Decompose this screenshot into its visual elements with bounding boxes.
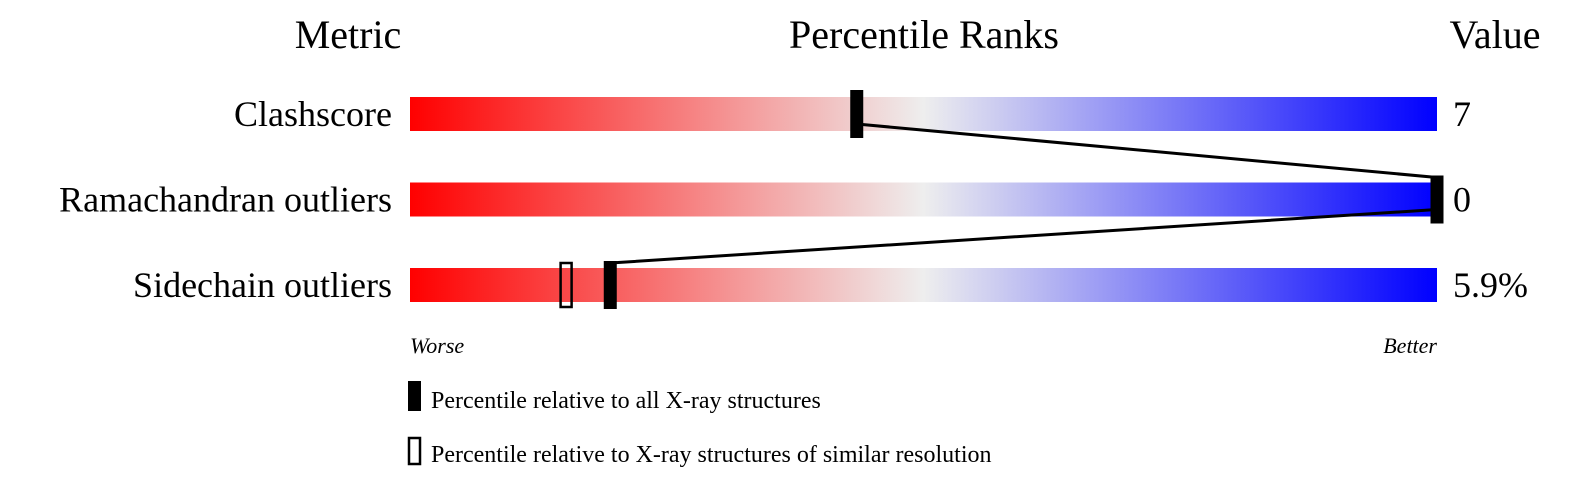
marker-similar-sidechain-outliers [559, 261, 573, 309]
marker-all-clashscore [850, 90, 864, 138]
legend-label-similar: Percentile relative to X-ray structures … [431, 442, 991, 468]
metric-label-clashscore: Clashscore [234, 94, 392, 134]
axis-worse-label: Worse [410, 333, 464, 358]
legend-swatch-similar [407, 436, 422, 466]
header-metric: Metric [295, 12, 402, 57]
marker-all-sidechain-outliers [603, 261, 617, 309]
percentile-bar-clashscore [410, 97, 1437, 131]
percentile-bar-sidechain-outliers [410, 268, 1437, 302]
metric-rows: Clashscore 7 Ramachandran outliers 0 Sidecha… [59, 94, 1528, 305]
percentile-markers [559, 90, 1444, 309]
marker-all-ramachandran-outliers [1430, 175, 1444, 224]
legend-swatch-all [408, 381, 421, 411]
header-value: Value [1449, 12, 1540, 57]
metric-label-sidechain-outliers: Sidechain outliers [133, 265, 392, 305]
percentile-bar-ramachandran-outliers [410, 182, 1437, 217]
metric-value-ramachandran-outliers: 0 [1453, 180, 1471, 220]
metric-label-ramachandran-outliers: Ramachandran outliers [59, 180, 392, 220]
metric-value-sidechain-outliers: 5.9% [1453, 265, 1528, 305]
axis-better-label: Better [1383, 333, 1437, 358]
metric-value-clashscore: 7 [1453, 94, 1471, 134]
legend: Percentile relative to all X-ray structu… [407, 381, 991, 468]
legend-label-all: Percentile relative to all X-ray structu… [431, 388, 821, 414]
header-percentile-ranks: Percentile Ranks [789, 12, 1059, 57]
